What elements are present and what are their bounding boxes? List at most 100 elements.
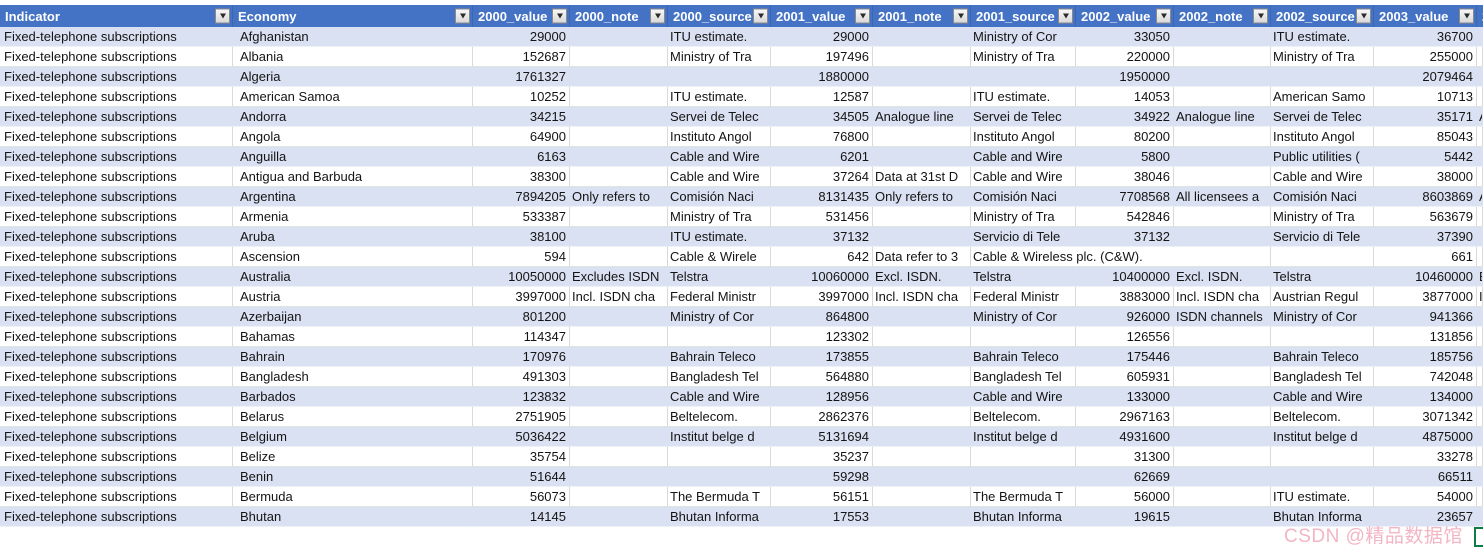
- cell-economy[interactable]: Antigua and Barbuda: [233, 167, 473, 187]
- cell-v01[interactable]: 1880000: [771, 67, 873, 87]
- cell-n01[interactable]: Analogue line: [873, 107, 971, 127]
- cell-s00[interactable]: Ministry of Cor: [668, 307, 771, 327]
- cell-n00[interactable]: [570, 507, 668, 527]
- cell-s00[interactable]: Comisión Naci: [668, 187, 771, 207]
- cell-v02[interactable]: 926000: [1076, 307, 1174, 327]
- cell-v00[interactable]: 594: [473, 247, 570, 267]
- cell-s02[interactable]: [1271, 467, 1374, 487]
- cell-v00[interactable]: 29000: [473, 27, 570, 47]
- cell-v02[interactable]: 56000: [1076, 487, 1174, 507]
- cell-v03[interactable]: 661: [1374, 247, 1477, 267]
- cell-v00[interactable]: 14145: [473, 507, 570, 527]
- cell-n01[interactable]: [873, 227, 971, 247]
- cell-n01[interactable]: [873, 127, 971, 147]
- cell-indicator[interactable]: Fixed-telephone subscriptions: [0, 147, 233, 167]
- filter-dropdown-icon[interactable]: [1356, 8, 1371, 24]
- cell-v01[interactable]: 531456: [771, 207, 873, 227]
- cell-indicator[interactable]: Fixed-telephone subscriptions: [0, 447, 233, 467]
- cell-v02[interactable]: 19615: [1076, 507, 1174, 527]
- filter-dropdown-icon[interactable]: [953, 8, 968, 24]
- cell-economy[interactable]: Armenia: [233, 207, 473, 227]
- cell-s01[interactable]: Ministry of Tra: [971, 207, 1076, 227]
- cell-v00[interactable]: 10050000: [473, 267, 570, 287]
- cell-v00[interactable]: 533387: [473, 207, 570, 227]
- cell-s02[interactable]: Bangladesh Tel: [1271, 367, 1374, 387]
- cell-v01[interactable]: 864800: [771, 307, 873, 327]
- cell-s00[interactable]: [668, 447, 771, 467]
- cell-v00[interactable]: 152687: [473, 47, 570, 67]
- cell-s00[interactable]: Instituto Angol: [668, 127, 771, 147]
- cell-s01[interactable]: The Bermuda T: [971, 487, 1076, 507]
- cell-n00[interactable]: [570, 47, 668, 67]
- cell-v03[interactable]: 8603869: [1374, 187, 1477, 207]
- cell-v02[interactable]: 10400000: [1076, 267, 1174, 287]
- cell-n02[interactable]: [1174, 447, 1271, 467]
- cell-n02[interactable]: [1174, 327, 1271, 347]
- cell-v03[interactable]: 54000: [1374, 487, 1477, 507]
- cell-v00[interactable]: 64900: [473, 127, 570, 147]
- cell-n02[interactable]: [1174, 427, 1271, 447]
- cell-v01[interactable]: 17553: [771, 507, 873, 527]
- cell-edge[interactable]: [1477, 407, 1483, 427]
- cell-s00[interactable]: Bangladesh Tel: [668, 367, 771, 387]
- cell-economy[interactable]: American Samoa: [233, 87, 473, 107]
- cell-s01[interactable]: Instituto Angol: [971, 127, 1076, 147]
- cell-v03[interactable]: 66511: [1374, 467, 1477, 487]
- cell-v02[interactable]: 38046: [1076, 167, 1174, 187]
- cell-v00[interactable]: 3997000: [473, 287, 570, 307]
- cell-v03[interactable]: 10460000: [1374, 267, 1477, 287]
- cell-v00[interactable]: 6163: [473, 147, 570, 167]
- cell-edge[interactable]: [1477, 347, 1483, 367]
- cell-economy[interactable]: Argentina: [233, 187, 473, 207]
- cell-v03[interactable]: 742048: [1374, 367, 1477, 387]
- cell-n01[interactable]: [873, 307, 971, 327]
- cell-n00[interactable]: [570, 407, 668, 427]
- cell-edge[interactable]: [1477, 67, 1483, 87]
- cell-n02[interactable]: [1174, 127, 1271, 147]
- cell-v03[interactable]: 33278: [1374, 447, 1477, 467]
- cell-s00[interactable]: Bhutan Informa: [668, 507, 771, 527]
- cell-n00[interactable]: [570, 487, 668, 507]
- cell-indicator[interactable]: Fixed-telephone subscriptions: [0, 507, 233, 527]
- filter-dropdown-icon[interactable]: [1253, 8, 1268, 24]
- cell-s00[interactable]: [668, 467, 771, 487]
- cell-n01[interactable]: [873, 47, 971, 67]
- cell-v00[interactable]: 35754: [473, 447, 570, 467]
- cell-v01[interactable]: 76800: [771, 127, 873, 147]
- cell-v00[interactable]: 1761327: [473, 67, 570, 87]
- cell-economy[interactable]: Bhutan: [233, 507, 473, 527]
- cell-n02[interactable]: Analogue line: [1174, 107, 1271, 127]
- cell-n00[interactable]: [570, 127, 668, 147]
- cell-economy[interactable]: Belize: [233, 447, 473, 467]
- cell-n02[interactable]: [1174, 407, 1271, 427]
- cell-edge[interactable]: [1477, 367, 1483, 387]
- cell-n00[interactable]: [570, 247, 668, 267]
- column-header-n00[interactable]: 2000_note: [570, 5, 668, 27]
- cell-s02[interactable]: Institut belge d: [1271, 427, 1374, 447]
- cell-v03[interactable]: 37390: [1374, 227, 1477, 247]
- cell-v02[interactable]: 605931: [1076, 367, 1174, 387]
- cell-s02[interactable]: Bahrain Teleco: [1271, 347, 1374, 367]
- cell-v02[interactable]: 4931600: [1076, 427, 1174, 447]
- cell-v00[interactable]: 5036422: [473, 427, 570, 447]
- filter-dropdown-icon[interactable]: [552, 8, 567, 24]
- cell-n01[interactable]: Data refer to 3: [873, 247, 971, 267]
- cell-v01[interactable]: 173855: [771, 347, 873, 367]
- cell-v00[interactable]: 114347: [473, 327, 570, 347]
- cell-edge[interactable]: [1477, 87, 1483, 107]
- column-header-v01[interactable]: 2001_value: [771, 5, 873, 27]
- cell-s02[interactable]: Cable and Wire: [1271, 387, 1374, 407]
- cell-edge[interactable]: [1477, 27, 1483, 47]
- cell-economy[interactable]: Ascension: [233, 247, 473, 267]
- cell-v01[interactable]: 128956: [771, 387, 873, 407]
- cell-n02[interactable]: [1174, 367, 1271, 387]
- cell-n01[interactable]: [873, 147, 971, 167]
- cell-v03[interactable]: 3877000: [1374, 287, 1477, 307]
- cell-indicator[interactable]: Fixed-telephone subscriptions: [0, 87, 233, 107]
- cell-s01[interactable]: Bahrain Teleco: [971, 347, 1076, 367]
- cell-s00[interactable]: ITU estimate.: [668, 27, 771, 47]
- cell-n00[interactable]: [570, 227, 668, 247]
- cell-indicator[interactable]: Fixed-telephone subscriptions: [0, 467, 233, 487]
- cell-economy[interactable]: Austria: [233, 287, 473, 307]
- cell-economy[interactable]: Angola: [233, 127, 473, 147]
